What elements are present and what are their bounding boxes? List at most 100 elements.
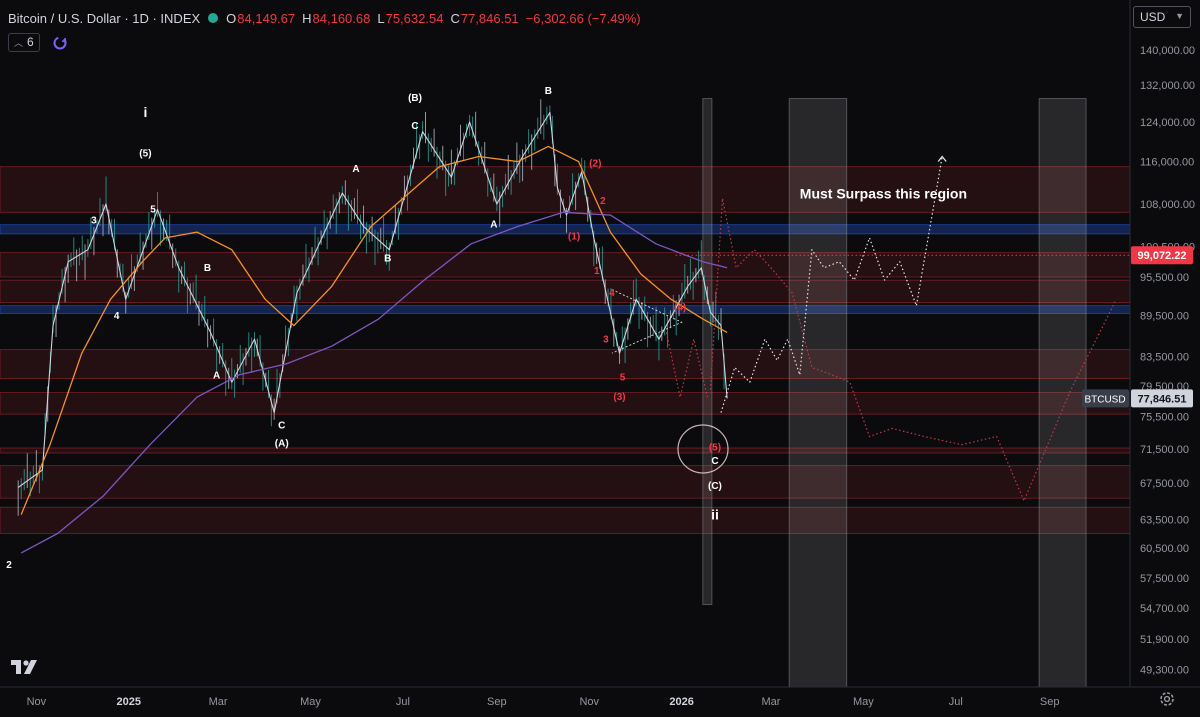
time-tick-label: Jul	[396, 696, 410, 708]
wave-label: ii	[711, 506, 719, 522]
price-tick-label: 75,500.00	[1140, 412, 1189, 424]
zone-red-0	[0, 166, 1131, 213]
price-tick-label: 57,500.00	[1140, 573, 1189, 585]
last-price-value: 77,846.51	[1138, 393, 1187, 405]
wave-label: 3	[91, 216, 97, 227]
time-axis[interactable]: Nov 2025 Mar May Jul Sep Nov 2026 Mar May Jul Sep	[27, 696, 1060, 708]
wave-label: (A)	[275, 438, 289, 449]
price-tick-label: 89,500.00	[1140, 311, 1189, 323]
currency-selector[interactable]: USD ▼	[1133, 6, 1191, 28]
close-label: C	[450, 10, 460, 26]
level-price-tag	[1131, 246, 1193, 265]
wave-label: 4	[114, 311, 120, 322]
price-tick-label: 108,000.00	[1140, 199, 1195, 211]
level-price-value: 99,072.22	[1138, 250, 1187, 262]
orange-moving-average-line	[20, 145, 728, 515]
target-circle	[677, 424, 729, 474]
price-tick-label: 60,500.00	[1140, 543, 1189, 555]
price-axis-background	[1130, 0, 1200, 717]
time-window-1	[788, 98, 848, 688]
wave-label: (5)	[709, 442, 721, 453]
low-value: 75,632.54	[385, 10, 444, 26]
price-line	[17, 111, 728, 488]
price-candles	[17, 99, 725, 516]
price-tick-label: 67,500.00	[1140, 478, 1189, 490]
indicator-count: 6	[27, 35, 34, 49]
open-label: O	[226, 10, 237, 26]
wave-label: A	[490, 220, 497, 231]
symbol-header: Bitcoin / U.S. Dollar · 1D · INDEX O 84,1…	[8, 8, 648, 28]
wedge-pattern	[611, 289, 683, 354]
symbol-title[interactable]: Bitcoin / U.S. Dollar · 1D · INDEX	[8, 10, 201, 26]
currency-label: USD	[1140, 10, 1166, 24]
time-tick-label: Mar	[209, 696, 228, 708]
time-tick-label: Sep	[487, 696, 507, 708]
time-tick-label: Sep	[1040, 696, 1060, 708]
series-layer	[17, 99, 728, 554]
wave-label: C	[711, 456, 718, 467]
wave-label: 2	[6, 560, 12, 571]
price-tick-label: 49,300.00	[1140, 665, 1189, 677]
price-tick-label: 140,000.00	[1140, 45, 1195, 57]
bearish-projection-path-2	[665, 332, 708, 398]
time-tick-label: 2025	[117, 696, 141, 708]
time-tick-label: 2026	[669, 696, 693, 708]
wave-label: (4)	[674, 302, 686, 313]
price-tick-label: 95,500.00	[1140, 272, 1189, 284]
change-value: −6,302.66 (−7.49%)	[525, 10, 641, 26]
time-tick-label: May	[853, 696, 874, 708]
chevron-up-icon: ︿	[14, 38, 24, 48]
zone-red-9	[0, 506, 1131, 534]
loading-icon[interactable]	[52, 35, 68, 51]
wave-label: A	[352, 164, 359, 175]
time-tick-label: Jul	[949, 696, 963, 708]
wave-label: 2	[600, 196, 606, 207]
time-tick-label: Mar	[762, 696, 781, 708]
close-value: 77,846.51	[460, 10, 519, 26]
wave-label: (3)	[613, 392, 625, 403]
wave-label: (C)	[708, 481, 722, 492]
price-tick-label: 132,000.00	[1140, 80, 1195, 92]
wave-label: (5)	[139, 148, 151, 159]
indicator-row: ︿ 6	[8, 33, 68, 52]
price-tick-label: 51,900.00	[1140, 634, 1189, 646]
market-status-icon	[208, 13, 219, 23]
wave-label: B	[384, 254, 391, 265]
wave-label: 5	[620, 373, 626, 384]
price-tags: 99,072.22 BTCUSD 77,846.51	[1082, 246, 1193, 408]
symbol-tag-label: BTCUSD	[1084, 394, 1125, 405]
wave-label: 3	[603, 335, 609, 346]
time-window-0	[702, 98, 713, 605]
zone-red-8	[0, 465, 1131, 499]
wave-label: (2)	[589, 159, 601, 170]
zone-red-7	[0, 447, 1131, 454]
price-tick-label: 71,500.00	[1140, 444, 1189, 456]
purple-moving-average-line	[20, 211, 728, 554]
wave-label: 1	[594, 266, 600, 277]
last-price-tag	[1131, 389, 1193, 408]
chevron-down-icon: ▼	[1175, 11, 1184, 21]
wave-label: 4	[609, 288, 615, 299]
zone-red-2	[0, 252, 1131, 278]
zone-red-5	[0, 349, 1131, 379]
wave-label: B	[545, 86, 552, 97]
time-tick-label: Nov	[579, 696, 599, 708]
price-tick-label: 83,500.00	[1140, 352, 1189, 364]
time-tick-label: Nov	[27, 696, 47, 708]
annotations-layer: Must Surpass this region i (5) ii 2 3 4 5 B A C (A)…	[6, 86, 967, 571]
high-label: H	[302, 10, 312, 26]
tradingview-logo[interactable]	[10, 658, 42, 676]
time-window-2	[1038, 98, 1087, 688]
zone-red-6	[0, 392, 1131, 415]
symbol-tag	[1082, 389, 1129, 408]
indicators-toggle[interactable]: ︿ 6	[8, 33, 40, 52]
price-tick-label: 54,700.00	[1140, 603, 1189, 615]
wave-label: B	[204, 263, 211, 274]
gear-icon[interactable]	[1158, 690, 1176, 708]
zone-blue-4	[0, 305, 1131, 314]
zone-red-3	[0, 279, 1131, 303]
wave-label: C	[411, 121, 418, 132]
price-tick-label: 124,000.00	[1140, 117, 1195, 129]
